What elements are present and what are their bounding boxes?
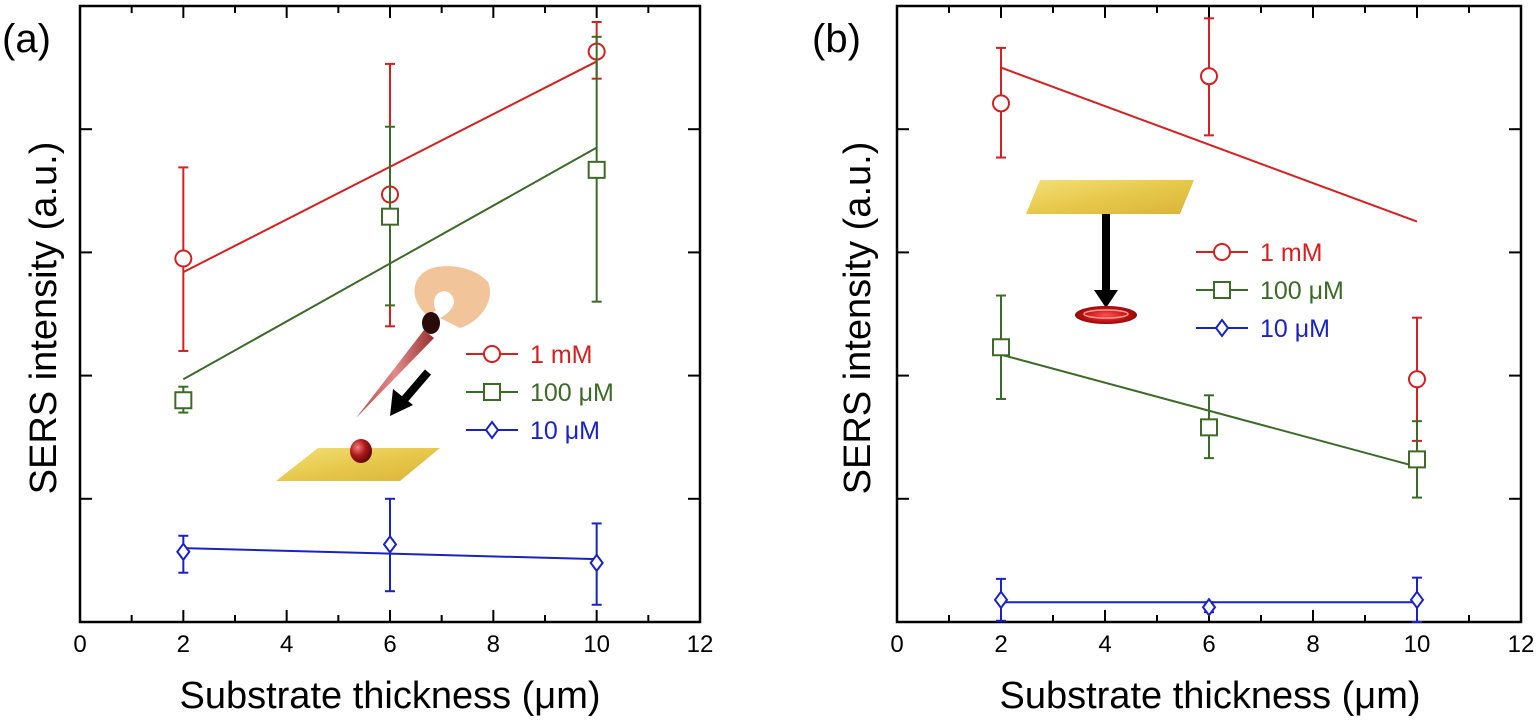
data-point — [174, 391, 193, 410]
data-point — [1408, 370, 1426, 389]
series-diamond — [176, 497, 604, 606]
panel-b-xlabel: Substrate thickness (μm) — [999, 675, 1420, 717]
panel-a-ylabel: SERS intensity (a.u.) — [23, 142, 65, 495]
panel-b: (b) SERS intensity (a.u.) Substrate thic… — [812, 4, 1535, 717]
legend-marker — [483, 345, 501, 363]
panel-a-label: (a) — [2, 17, 51, 61]
x-tick-label: 8 — [487, 631, 500, 658]
x-tick-label: 0 — [73, 631, 86, 658]
pipette-illustration — [276, 266, 491, 481]
x-tick-label: 8 — [1306, 631, 1319, 658]
data-point — [589, 553, 604, 573]
series-diamond — [993, 576, 1425, 623]
plot-area: 0 2 4 6 8 10 12 1 mM 100 μM 10 μM — [890, 4, 1535, 658]
pipette-arrow-head — [390, 389, 413, 416]
x-tick-label: 10 — [583, 631, 610, 658]
drop-on-substrate — [350, 439, 372, 463]
data-point — [992, 94, 1010, 113]
pipette-body — [356, 330, 434, 418]
x-tick-label: 12 — [687, 631, 714, 658]
fit-line — [1000, 66, 1418, 223]
x-tick-label: 4 — [1098, 631, 1111, 658]
x-tick-label: 0 — [890, 631, 903, 658]
legend-label: 100 μM — [1260, 277, 1344, 305]
pipette-bulb — [422, 312, 440, 334]
legend-marker — [1213, 281, 1231, 299]
data-point — [992, 338, 1010, 357]
legend-marker — [1213, 243, 1231, 261]
x-tick-label: 12 — [1508, 631, 1535, 658]
data-point — [1200, 418, 1218, 437]
panel-a-xlabel: Substrate thickness (μm) — [179, 675, 600, 717]
x-tick-label: 6 — [1202, 631, 1215, 658]
drop-arrow-head — [1094, 290, 1118, 308]
pipette-arrow-shaft — [400, 369, 432, 403]
legend-label: 1 mM — [530, 341, 593, 369]
red-spot-ring — [1083, 309, 1129, 319]
legend-marker — [1214, 318, 1230, 338]
data-point — [1409, 590, 1425, 610]
x-tick-label: 2 — [177, 631, 190, 658]
x-tick-label: 2 — [994, 631, 1007, 658]
x-tick-label: 6 — [383, 631, 396, 658]
series-circle — [992, 17, 1426, 442]
series-square — [992, 294, 1426, 499]
data-point — [1201, 597, 1217, 617]
data-point — [993, 590, 1009, 610]
panel-b-label: (b) — [812, 17, 861, 61]
data-point — [174, 249, 193, 268]
panel-b-ylabel: SERS intensity (a.u.) — [837, 142, 879, 495]
legend-label: 10 μM — [1260, 315, 1330, 343]
data-point — [1200, 67, 1218, 86]
legend-marker — [484, 420, 500, 440]
legend-marker — [483, 383, 501, 401]
substrate-sheet — [1026, 180, 1194, 214]
legend-label: 10 μM — [530, 417, 600, 445]
series-square — [174, 35, 606, 414]
legend-label: 1 mM — [1260, 239, 1323, 267]
hand-shape — [414, 266, 491, 328]
data-point — [587, 160, 606, 179]
x-tick-label: 10 — [1404, 631, 1431, 658]
data-point — [1408, 450, 1426, 469]
x-tick-label: 4 — [280, 631, 293, 658]
data-point — [382, 534, 398, 555]
data-point — [176, 542, 191, 562]
legend-label: 100 μM — [530, 379, 614, 407]
plot-area: 0 2 4 6 8 10 12 1 mM 100 μM 10 μM — [73, 4, 714, 658]
substrate-sheet — [276, 448, 440, 481]
panel-a: (a) SERS intensity (a.u.) Substrate thic… — [2, 4, 714, 717]
data-point — [381, 207, 399, 226]
drop-illustration — [1026, 180, 1194, 324]
